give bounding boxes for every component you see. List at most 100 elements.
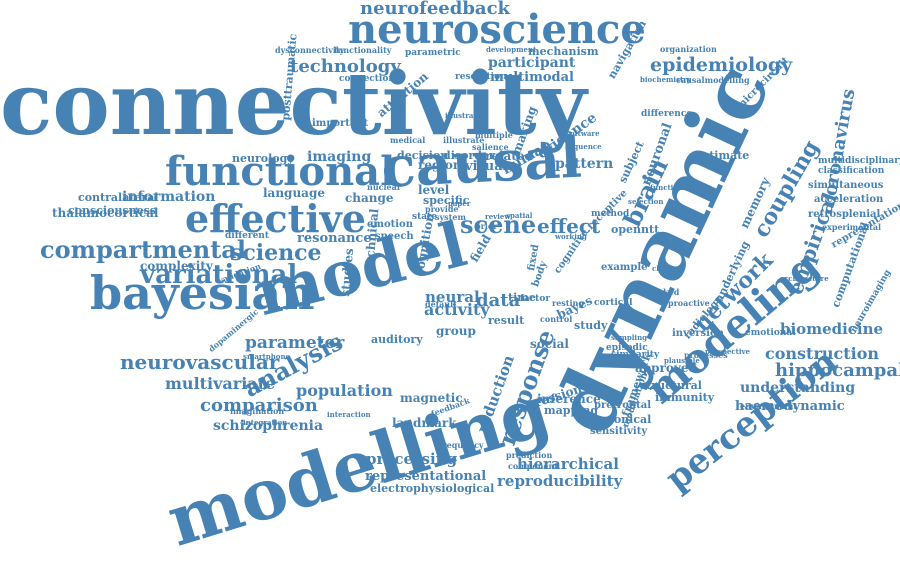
word-illustrate: illustrate	[443, 135, 485, 145]
word-inversion: inversion	[672, 328, 724, 339]
word-activity: activity	[424, 300, 490, 319]
word-landmark: landmark	[392, 416, 457, 430]
word-functional: functional	[165, 148, 396, 195]
word-review: review	[485, 212, 511, 221]
word-comparison: comparison	[200, 395, 318, 416]
word-spatial: spatial	[506, 211, 533, 220]
word-sensitivity: sensitivity	[590, 426, 648, 437]
word-connectivity: connectivity	[0, 54, 587, 155]
word-hippocampal: hippocampal	[775, 360, 900, 381]
word-state: state	[412, 212, 437, 222]
word-haemodynamic: haemodynamic	[735, 399, 845, 414]
word-important: important	[312, 118, 369, 129]
word-perspective: perspective	[705, 347, 751, 356]
word-effective: effective	[185, 196, 366, 241]
word-software: software	[566, 129, 600, 138]
word-neurology: neurology	[232, 152, 294, 165]
word-level: level	[418, 183, 450, 197]
word-imaging: imaging	[307, 149, 372, 165]
word-similarity: similarity	[611, 350, 660, 360]
word-development: development	[486, 45, 537, 54]
word-specific: specific	[423, 194, 470, 207]
word-illustrate: illustrate	[445, 111, 482, 120]
word-classification: classification	[818, 166, 885, 176]
word-processing: processing	[366, 450, 458, 468]
word-architecture: architecture	[780, 274, 829, 283]
word-magnetic: magnetic	[400, 391, 463, 405]
word-participant: participant	[488, 55, 576, 71]
word-parameter: parameter	[245, 333, 345, 353]
word-canonical: canonical	[592, 413, 652, 426]
word-provide: provide	[425, 204, 459, 214]
word-auditory: auditory	[371, 333, 423, 346]
word-control: control	[540, 314, 573, 324]
word-working: working	[555, 232, 587, 241]
word-immunity: immunity	[655, 391, 715, 404]
word-system: system	[435, 212, 466, 222]
word-selection: selection	[628, 197, 664, 206]
word-prediction: prediction	[506, 450, 553, 460]
word-neurofeedback: neurofeedback	[360, 0, 511, 19]
word-contralateral: contralateral	[78, 191, 159, 204]
word-nuclear: nuclear	[367, 182, 402, 192]
word-causalmodelling: causalmodelling	[676, 75, 750, 85]
word-prior: prior	[475, 221, 498, 231]
word-neural: neural	[425, 288, 480, 306]
word-plausible: plausible	[664, 356, 700, 365]
word-speech: speech	[375, 231, 414, 242]
word-episodic: episodic	[606, 343, 648, 353]
word-simultaneous: simultaneous	[808, 180, 884, 191]
word-mapping: mapping	[544, 404, 599, 417]
word-integration: integration	[243, 418, 288, 427]
word-resolution: resolution	[455, 72, 507, 82]
word-method: method	[591, 209, 630, 219]
word-epidemiology: epidemiology	[650, 54, 793, 76]
word-cortical: cortical	[594, 298, 633, 308]
word-scene: scene	[460, 210, 537, 239]
word-neuroscience: neuroscience	[348, 6, 646, 53]
word-result: result	[488, 314, 525, 327]
word-emotion: emotion	[367, 219, 413, 230]
word-sequence: sequence	[565, 142, 602, 151]
word-biomedicine: biomedicine	[780, 320, 884, 338]
word-interaction: interaction	[327, 410, 371, 419]
word-frequency: frequency	[439, 440, 484, 450]
word-representational: representational	[365, 469, 487, 484]
word-connection: connection	[339, 74, 395, 84]
word-approved: approved	[635, 361, 697, 375]
word-biochemistry: biochemistry	[640, 75, 692, 84]
word-region: region	[418, 158, 462, 172]
word-time: time	[508, 291, 536, 304]
word-group: group	[436, 324, 476, 338]
word-different: different	[225, 231, 269, 241]
word-experimental: experimental	[822, 222, 882, 232]
word-construction: construction	[765, 344, 880, 363]
word-social: social	[530, 337, 569, 351]
word-compartmental: compartmental	[40, 235, 246, 264]
word-smartphone: smartphone	[243, 352, 291, 361]
word-science: science	[230, 240, 322, 266]
word-multivariate: multivariate	[165, 374, 276, 393]
word-data: data	[476, 290, 521, 311]
word-language: language	[263, 186, 325, 200]
word-prefrontal: prefrontal	[594, 400, 652, 411]
word-medical: medical	[390, 135, 426, 145]
word-visual: visual	[465, 159, 508, 174]
word-retrosplenial: retrosplenial	[808, 209, 881, 220]
word-example: example	[601, 262, 648, 273]
word-hierarchical: hierarchical	[517, 455, 619, 473]
word-bayesian: bayesian	[90, 266, 315, 320]
word-dysconnectivity: dysconnectivity	[275, 45, 345, 55]
word-related: related	[485, 149, 533, 163]
word-paper: paper	[448, 199, 471, 208]
word-thalamocortical: thalamocortical	[52, 206, 159, 220]
word-estimate: estimate	[696, 149, 750, 162]
word-organization: organization	[660, 44, 717, 54]
word-pattern: pattern	[555, 156, 614, 172]
word-clinical: clinical	[652, 264, 681, 273]
word-multimodal: multimodal	[490, 70, 574, 85]
word-sampling: sampling	[611, 333, 648, 342]
word-resting: resting	[552, 298, 584, 308]
word-inference: inference	[537, 392, 601, 406]
word-study: study	[574, 319, 608, 332]
